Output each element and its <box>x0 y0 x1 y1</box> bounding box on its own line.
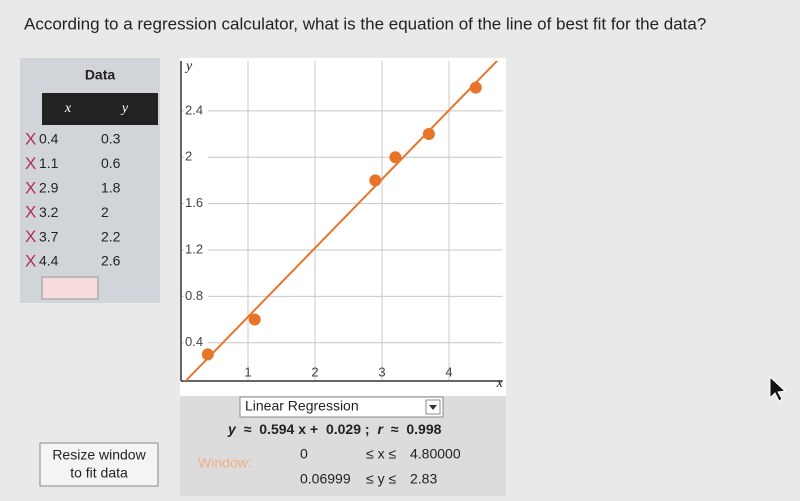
x-tick-label: 1 <box>244 364 251 379</box>
y-cell: 2 <box>101 204 109 220</box>
eq-r-value: 0.998 <box>406 421 441 437</box>
graph-area <box>180 58 506 396</box>
x-cell: 3.7 <box>39 228 59 244</box>
y-tick-label: 1.2 <box>185 241 203 256</box>
y-axis-label: y <box>184 59 193 74</box>
tick-label-bg <box>184 195 208 212</box>
window-label: Window: <box>198 455 252 471</box>
data-point <box>201 348 214 361</box>
x-cell: 4.4 <box>39 253 59 269</box>
y-tick-label: 2.4 <box>185 102 203 117</box>
tick-label-bg <box>184 241 208 258</box>
data-point <box>369 174 382 187</box>
data-point <box>248 313 261 326</box>
resize-button-label[interactable]: Resize window <box>52 447 146 463</box>
eq-r: r <box>377 421 384 437</box>
y-tick-label: 0.8 <box>185 288 203 303</box>
remove-row-icon: X <box>25 129 36 148</box>
window-y-max[interactable]: 2.83 <box>410 471 437 487</box>
window-y-min[interactable]: 0.06999 <box>300 471 351 487</box>
resize-button[interactable] <box>39 442 159 487</box>
resize-button-label[interactable]: to fit data <box>70 465 128 481</box>
y-cell: 2.2 <box>101 228 121 244</box>
x-axis-label: x <box>496 376 504 391</box>
tick-label-bg <box>184 102 208 119</box>
question: According to a regression calculator, wh… <box>24 14 706 33</box>
data-point <box>422 128 435 141</box>
regression-line <box>184 61 499 381</box>
remove-row-icon: X <box>25 251 36 270</box>
remove-row-icon: X <box>25 178 36 197</box>
y-tick-label: 1.6 <box>185 195 203 210</box>
window-x-min[interactable]: 0 <box>300 446 308 462</box>
tick-label-bg <box>184 149 208 166</box>
regression-dropdown[interactable] <box>239 396 444 418</box>
x-tick-label: 2 <box>311 364 318 379</box>
tick-label-bg <box>184 288 208 305</box>
tick-label-bg <box>184 334 208 351</box>
remove-row-icon: X <box>25 227 36 246</box>
header-x: x <box>64 101 72 116</box>
x-cell: 0.4 <box>39 131 59 147</box>
eq-slope: 0.594 <box>259 421 294 437</box>
eq-x-term: x + <box>298 421 318 437</box>
mouse-cursor <box>769 375 787 402</box>
y-tick-label: 0.4 <box>185 334 203 349</box>
eq-intercept: 0.029 <box>326 421 361 437</box>
window-y-relation: ≤ y ≤ <box>366 471 396 487</box>
header-y: y <box>120 101 129 116</box>
window-x-max[interactable]: 4.80000 <box>410 446 461 462</box>
data-point <box>389 151 402 164</box>
y-cell: 1.8 <box>101 180 121 196</box>
y-tick-label: 2 <box>185 149 192 164</box>
eq-approx: ≈ <box>391 421 399 437</box>
y-cell: 0.6 <box>101 155 121 171</box>
regression-mode[interactable]: Linear Regression <box>245 398 359 414</box>
y-cell: 0.3 <box>101 131 121 147</box>
window-x-relation: ≤ x ≤ <box>366 446 396 462</box>
x-cell: 1.1 <box>39 155 59 171</box>
x-cell: 3.2 <box>39 204 59 220</box>
data-title: Data <box>85 67 116 83</box>
x-tick-label: 4 <box>445 364 452 379</box>
x-tick-label: 3 <box>378 364 385 379</box>
remove-row-icon: X <box>25 203 36 222</box>
table-header <box>42 93 158 125</box>
new-row-input[interactable] <box>41 276 99 300</box>
y-cell: 2.6 <box>101 253 121 269</box>
equation: y ≈ 0.594 x + 0.029 ; r ≈ 0.998 <box>227 421 442 437</box>
dropdown-arrow <box>429 405 437 410</box>
eq-y: y <box>227 421 237 437</box>
eq-approx: ≈ <box>244 421 252 437</box>
x-cell: 2.9 <box>39 180 59 196</box>
remove-row-icon: X <box>25 154 36 173</box>
data-point <box>469 81 482 94</box>
eq-separator: ; <box>365 421 370 437</box>
